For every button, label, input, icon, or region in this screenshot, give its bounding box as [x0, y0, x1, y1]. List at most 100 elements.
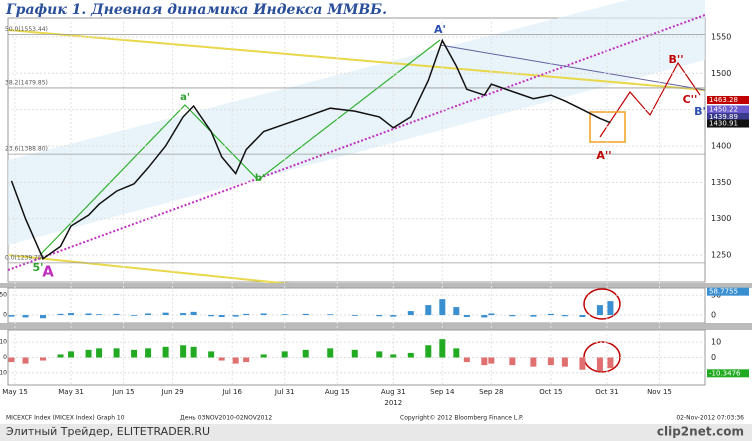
wave-label: B' [694, 105, 706, 118]
price-line [10, 38, 611, 260]
histogram-bar [530, 315, 537, 317]
histogram-bar [481, 357, 488, 366]
y-tick-label: 50 [0, 292, 7, 299]
histogram-bar [22, 315, 29, 318]
histogram-bar [68, 313, 75, 316]
wave-label: A [42, 263, 54, 281]
histogram-bar [453, 307, 460, 316]
histogram-bar [218, 357, 225, 361]
price-tag [707, 105, 749, 114]
histogram-bar [232, 315, 239, 317]
histogram-bar [530, 357, 537, 367]
footer-site: Элитный Трейдер, ELITETRADER.RU [6, 425, 210, 438]
x-tick-label: Jun 15 [112, 388, 135, 396]
x-axis-label: 2012 [384, 399, 402, 407]
x-tick-label: Sep 14 [430, 388, 455, 396]
histogram-bar [40, 315, 47, 319]
target-box [589, 111, 626, 143]
wave-label: B'' [668, 53, 683, 66]
trend-line [7, 254, 301, 286]
histogram-bar [260, 313, 267, 316]
trend-line [7, 29, 706, 91]
histogram-bar [547, 357, 554, 366]
y-tick-label: 1250 [711, 251, 731, 260]
info-period: День 03NOV2010-02NOV2012 [180, 415, 272, 422]
histogram-bar [302, 349, 309, 358]
histogram-bar [463, 315, 470, 318]
histogram-bar [243, 357, 250, 363]
y-tick-label: 10 [0, 339, 7, 346]
histogram-bar [57, 313, 64, 316]
wave-label: a' [180, 92, 190, 103]
histogram-bar [327, 314, 334, 316]
price-tag-label: 1430.91 [709, 120, 738, 128]
histogram-bar [180, 345, 187, 358]
x-tick-label: Oct 15 [539, 388, 562, 396]
histogram-bar [190, 311, 197, 316]
last-tag [707, 287, 749, 296]
level-label: 38.2(1479.85) [5, 79, 48, 86]
histogram-bar [131, 349, 138, 358]
separator [0, 323, 752, 330]
histogram-bar [218, 315, 225, 318]
histogram-bar [407, 311, 414, 316]
histogram-bar [162, 312, 169, 316]
histogram-bar [596, 357, 603, 372]
histogram-bar [96, 348, 103, 358]
y-tick-label: 0 [711, 353, 716, 362]
trend-line [439, 44, 706, 91]
histogram-bar [488, 313, 495, 316]
histogram-bar [561, 357, 568, 367]
histogram-bar [607, 301, 614, 316]
x-tick-label: Aug 31 [381, 388, 406, 396]
histogram-bar [281, 351, 288, 358]
histogram-bar [463, 357, 470, 363]
histogram-bar [85, 349, 92, 358]
level-label: 50.0(1553.44) [5, 26, 48, 33]
histogram-bar [453, 348, 460, 358]
histogram-bar [596, 305, 603, 316]
x-tick-label: Sep 28 [479, 388, 503, 396]
histogram-bar [425, 305, 432, 316]
histogram-bar [376, 351, 383, 358]
histogram-bar [376, 315, 383, 317]
histogram-bar [509, 357, 516, 366]
y-tick-label: 1500 [711, 69, 731, 78]
histogram-bar [113, 348, 120, 358]
histogram-bar [547, 313, 554, 316]
histogram-bar [390, 315, 397, 317]
x-tick-label: Jul 16 [221, 388, 242, 396]
histogram-bar [425, 345, 432, 358]
histogram-bar [509, 315, 516, 317]
histogram-bar [439, 339, 446, 358]
histogram-bar [351, 315, 358, 316]
x-tick-label: Aug 15 [325, 388, 350, 396]
last-tag-label: -10.3476 [709, 369, 741, 377]
histogram-bar [281, 314, 288, 316]
x-tick-label: May 31 [58, 388, 84, 396]
histogram-bar [145, 313, 152, 316]
price-tag [707, 112, 749, 121]
histogram-bar [190, 346, 197, 358]
x-tick-label: Oct 31 [595, 388, 618, 396]
separator [0, 283, 752, 288]
price-tag [707, 119, 749, 128]
histogram-bar [488, 357, 495, 364]
info-stamp: 02-Nov-2012 07:03:36 [676, 415, 744, 422]
histogram-bar [302, 313, 309, 316]
wave-label: A' [434, 23, 446, 36]
price-tag-label: 1439.89 [709, 113, 738, 121]
price-tag-label: 1450.22 [709, 105, 738, 113]
histogram-bar [180, 313, 187, 316]
wave-label: A'' [596, 149, 611, 162]
last-tag-label: 58.7755 [709, 288, 738, 296]
histogram-bar [232, 357, 239, 364]
histogram-bar [85, 313, 92, 316]
highlight [583, 288, 621, 320]
info-index: MICEXCF Index (MICEX Index) Graph 10 [6, 415, 125, 422]
histogram-bar [145, 348, 152, 358]
footer-brand: clip2net.com [657, 425, 744, 439]
histogram-bar [243, 313, 250, 316]
level-label: 23.6(1388.80) [5, 146, 48, 153]
